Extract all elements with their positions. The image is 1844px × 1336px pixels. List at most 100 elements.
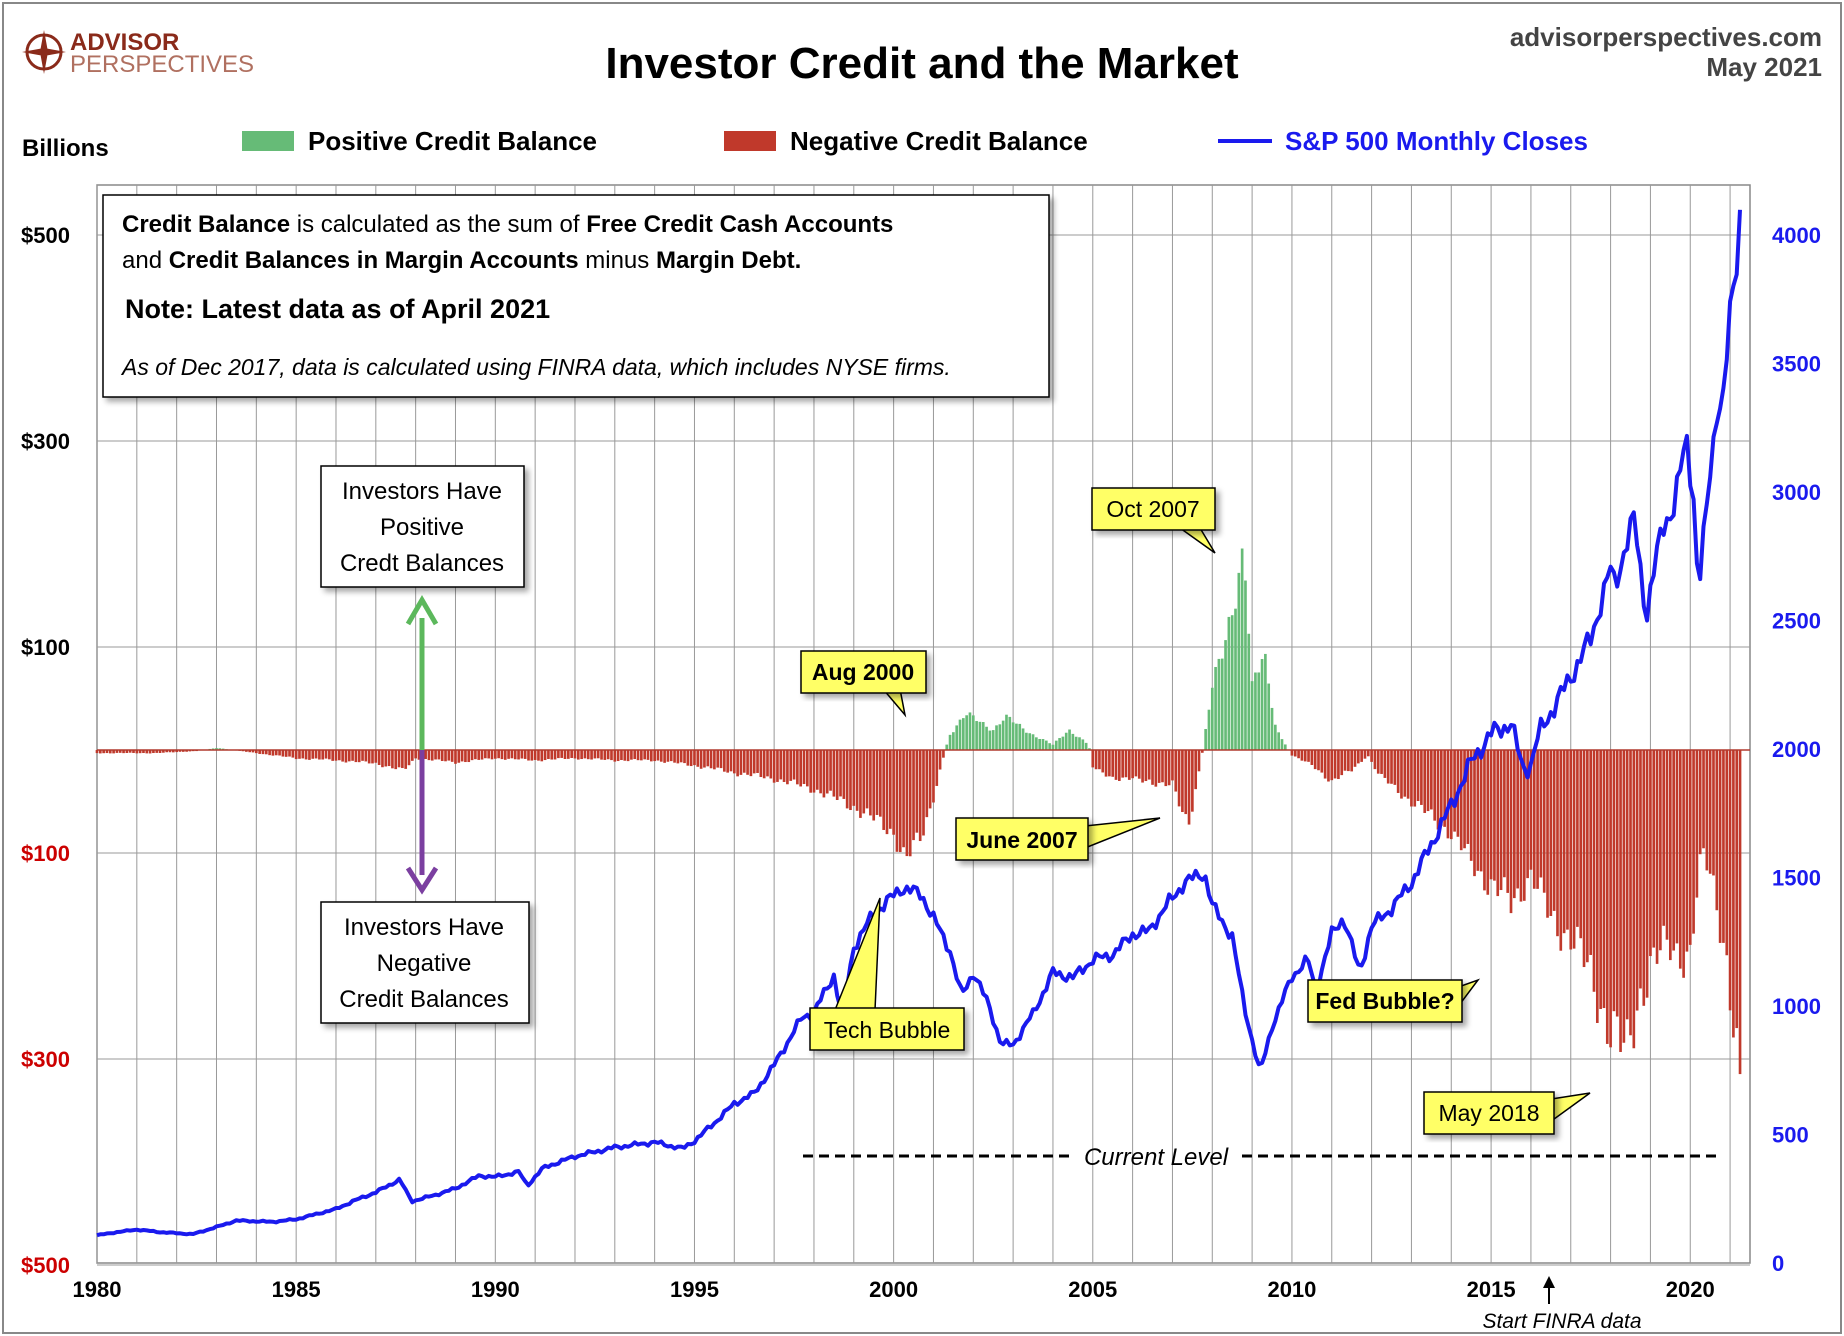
credit-bar xyxy=(341,750,344,762)
credit-bar xyxy=(1137,750,1141,779)
credit-bar xyxy=(1556,750,1559,937)
credit-bar xyxy=(102,750,105,754)
credit-bar xyxy=(719,750,723,769)
credit-bar xyxy=(537,750,540,761)
x-tick-label: 1990 xyxy=(471,1277,520,1302)
credit-bar xyxy=(580,750,583,760)
x-tick-label: 2005 xyxy=(1068,1277,1117,1302)
credit-bar xyxy=(1516,750,1519,889)
credit-bar xyxy=(1088,748,1091,750)
credit-bar xyxy=(1380,750,1383,774)
credit-bar xyxy=(1529,750,1533,870)
credit-bar xyxy=(1625,750,1629,1020)
credit-bar xyxy=(1114,750,1118,780)
credit-bar xyxy=(812,750,816,793)
credit-bar xyxy=(1353,750,1357,767)
callout-june-2007-label: June 2007 xyxy=(966,827,1077,853)
credit-bar xyxy=(122,750,125,754)
credit-bar xyxy=(1609,750,1612,1048)
legend-positive-label: Positive Credit Balance xyxy=(308,126,597,156)
credit-bar xyxy=(1509,750,1513,914)
credit-bar xyxy=(135,750,139,754)
credit-bar xyxy=(337,750,341,761)
credit-bar xyxy=(1303,750,1307,762)
credit-bar xyxy=(716,750,720,768)
x-tick-label: 1995 xyxy=(670,1277,719,1302)
credit-bar xyxy=(693,750,696,766)
credit-bar xyxy=(626,750,630,762)
credit-bar xyxy=(557,750,560,759)
credit-bar xyxy=(361,750,364,761)
credit-bar xyxy=(792,750,796,780)
credit-bar xyxy=(918,750,922,842)
callout-oct-2007: Oct 2007 xyxy=(1091,487,1216,554)
advisor-perspectives-logo: ADVISOR PERSPECTIVES xyxy=(22,29,254,78)
logo-line1: ADVISOR xyxy=(70,29,179,56)
credit-bar xyxy=(1376,750,1380,774)
right-tick-label: 2000 xyxy=(1772,737,1821,762)
credit-bar xyxy=(932,750,935,803)
right-axis-ticks: 0 500 1000 1500 2000 2500 3000 3500 4000 xyxy=(1772,223,1821,1276)
credit-bar xyxy=(649,750,653,762)
credit-bar xyxy=(845,750,849,809)
credit-bar xyxy=(1486,750,1490,895)
credit-bar xyxy=(294,750,298,760)
credit-bar xyxy=(749,750,753,777)
credit-bar xyxy=(1018,723,1022,750)
credit-bar xyxy=(503,750,507,760)
credit-bar xyxy=(95,750,99,754)
credit-bar xyxy=(264,750,268,755)
credit-bar xyxy=(1665,750,1669,940)
credit-bar xyxy=(530,750,534,761)
credit-bar xyxy=(517,750,520,760)
credit-bar xyxy=(1127,750,1131,780)
credit-bar xyxy=(762,750,766,779)
credit-bar xyxy=(1712,750,1715,876)
credit-bar xyxy=(620,750,623,761)
credit-bar xyxy=(766,750,769,777)
credit-bar xyxy=(401,750,404,769)
credit-bar xyxy=(1449,750,1453,840)
credit-bar xyxy=(872,750,876,821)
credit-bar xyxy=(284,750,288,757)
credit-bar xyxy=(1347,750,1350,772)
credit-bar xyxy=(1615,750,1619,1017)
credit-bar xyxy=(636,750,640,761)
credit-bar xyxy=(324,750,328,759)
credit-bar xyxy=(308,750,311,760)
positive-box-frame xyxy=(320,465,525,588)
credit-bar xyxy=(351,750,354,761)
credit-bar xyxy=(1104,750,1108,777)
direction-arrows xyxy=(405,595,439,895)
credit-bar xyxy=(696,750,700,767)
credit-bar xyxy=(1293,750,1297,757)
credit-bar xyxy=(583,750,587,759)
credit-bar xyxy=(344,750,348,763)
credit-bar xyxy=(1619,750,1622,1052)
credit-bar xyxy=(1635,750,1639,1011)
credit-bar xyxy=(493,750,497,759)
credit-bar xyxy=(796,750,799,785)
credit-bar xyxy=(245,750,248,752)
credit-bar xyxy=(374,750,378,763)
credit-bar xyxy=(500,750,504,760)
credit-bar xyxy=(148,750,152,754)
x-tick-label: 2015 xyxy=(1467,1277,1516,1302)
credit-bar xyxy=(948,734,952,750)
credit-bar xyxy=(1722,750,1725,943)
credit-bar xyxy=(1433,750,1436,821)
credit-bar xyxy=(1645,750,1649,998)
credit-bar xyxy=(1363,750,1367,759)
credit-bar xyxy=(1605,750,1609,1044)
credit-bar xyxy=(543,750,547,761)
credit-bar xyxy=(955,725,959,750)
credit-bar xyxy=(155,750,159,753)
credit-bar xyxy=(1240,548,1244,750)
credit-bar xyxy=(567,750,570,759)
credit-bar xyxy=(218,748,222,750)
note-line1-text-a: is calculated as the sum of xyxy=(290,211,586,238)
credit-bar xyxy=(1632,750,1636,1049)
credit-bar xyxy=(424,750,427,759)
credit-bar xyxy=(1051,744,1055,750)
credit-bar xyxy=(805,750,809,787)
